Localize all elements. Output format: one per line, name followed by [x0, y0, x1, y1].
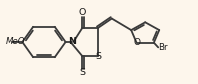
Text: MeO: MeO [6, 37, 25, 47]
Text: S: S [95, 52, 101, 61]
Text: O: O [133, 38, 140, 47]
Text: O: O [79, 8, 86, 17]
Text: N: N [69, 37, 76, 47]
Text: Br: Br [159, 43, 168, 52]
Text: S: S [79, 68, 85, 77]
